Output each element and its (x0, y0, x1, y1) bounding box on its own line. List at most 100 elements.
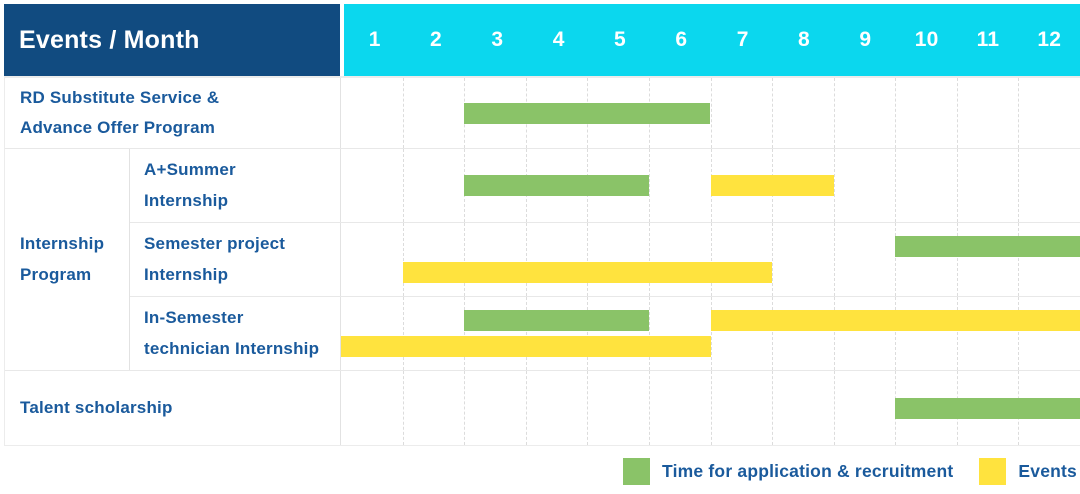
month-gridline (402, 297, 404, 370)
group-label-line: Internship (20, 234, 105, 254)
bar-lane (341, 310, 1080, 331)
bar-lane (341, 175, 1080, 196)
yellow-swatch-icon (979, 457, 1007, 485)
month-gridline (402, 149, 404, 222)
application-bar (464, 175, 649, 196)
month-label: 9 (859, 28, 872, 51)
row-label-line: Advance Offer Program (20, 118, 216, 137)
month-gridline (710, 223, 712, 296)
month-gridline (587, 297, 589, 370)
month-label: 6 (675, 28, 688, 51)
header-divider (340, 4, 344, 76)
month-gridline (833, 149, 835, 222)
month-label: 4 (552, 28, 565, 51)
month-label: 3 (491, 28, 504, 51)
bar-lane (341, 262, 1080, 283)
legend-label: Time for application & recruitment (662, 460, 954, 481)
event-bar (402, 262, 773, 283)
row-label-line: Semester project (144, 234, 286, 254)
application-bar (464, 310, 649, 331)
table-body: RD Substitute Service & Advance Offer Pr… (4, 76, 1080, 446)
table-row-a-summer: A+Summer Internship (130, 149, 1080, 223)
month-gridline (956, 149, 958, 222)
row-chart-area (341, 371, 1080, 445)
month-gridline (402, 371, 404, 445)
row-chart-area (341, 149, 1080, 222)
row-label: RD Substitute Service & Advance Offer Pr… (5, 78, 341, 148)
application-bar (895, 397, 1080, 419)
month-gridline (772, 371, 774, 445)
group-label: Internship Program (5, 149, 130, 370)
row-label-line: Internship (144, 264, 229, 284)
month-gridline (648, 223, 650, 296)
bar-lane (341, 397, 1080, 419)
month-gridline (1018, 297, 1020, 370)
month-gridline (956, 78, 958, 148)
schedule-table: Events / Month 1 2 3 4 5 6 7 8 9 10 11 12 RD Substi… (4, 4, 1080, 446)
legend-label: Events (1018, 460, 1077, 481)
row-label: Semester project Internship (130, 223, 341, 296)
month-gridline (833, 78, 835, 148)
month-gridline (895, 297, 897, 370)
legend-item-events: Events (979, 457, 1077, 485)
table-row-in-semester: In-Semester technician Internship (130, 297, 1080, 370)
month-gridline (648, 371, 650, 445)
month-gridline (956, 297, 958, 370)
table-row-talent-scholarship: Talent scholarship (5, 371, 1080, 445)
month-label: 12 (1037, 28, 1062, 51)
row-label-line: Internship (144, 190, 229, 210)
row-label: Talent scholarship (5, 371, 341, 445)
legend: Time for application & recruitment Event… (623, 456, 1077, 486)
month-gridline (1018, 78, 1020, 148)
event-bar (710, 175, 834, 196)
row-label-line: Talent scholarship (20, 397, 173, 417)
month-gridline (833, 223, 835, 296)
month-gridline (772, 78, 774, 148)
bar-lane (341, 336, 1080, 357)
month-gridline (772, 297, 774, 370)
table-row-semester-project: Semester project Internship (130, 223, 1080, 297)
row-chart-area (341, 223, 1080, 296)
month-gridline (464, 223, 466, 296)
month-gridline (402, 223, 404, 296)
internship-subrows: A+Summer Internship Semester project Int… (130, 149, 1080, 370)
row-label: A+Summer Internship (130, 149, 341, 222)
month-gridline (956, 223, 958, 296)
month-gridline (525, 297, 527, 370)
application-bar (895, 236, 1080, 257)
month-gridline (525, 223, 527, 296)
month-gridline (464, 371, 466, 445)
row-label: In-Semester technician Internship (130, 297, 341, 370)
month-gridline (895, 78, 897, 148)
month-gridline (833, 371, 835, 445)
month-gridline (648, 149, 650, 222)
month-gridline (895, 149, 897, 222)
month-header-strip: 1 2 3 4 5 6 7 8 9 10 11 12 (344, 4, 1080, 76)
event-bar (710, 310, 1080, 331)
month-gridline (587, 371, 589, 445)
month-gridline (710, 297, 712, 370)
month-gridline (710, 371, 712, 445)
legend-item-application: Time for application & recruitment (623, 457, 954, 485)
table-header: Events / Month 1 2 3 4 5 6 7 8 9 10 11 12 (4, 4, 1080, 76)
month-gridline (1018, 223, 1020, 296)
application-bar (464, 102, 711, 124)
month-gridline (587, 223, 589, 296)
month-label: 7 (736, 28, 749, 51)
internship-program-group: Internship Program A+Summer Internship S… (5, 149, 1080, 371)
events-month-header-cell: Events / Month (4, 4, 340, 76)
events-month-title: Events / Month (19, 25, 200, 54)
month-gridline (1018, 149, 1020, 222)
month-gridline (525, 371, 527, 445)
month-label: 5 (614, 28, 626, 51)
month-gridline (402, 78, 404, 148)
month-gridline (895, 223, 897, 296)
month-label: 11 (976, 28, 1000, 51)
month-gridline (464, 297, 466, 370)
month-gridline (648, 297, 650, 370)
row-label-line: technician Internship (144, 338, 320, 358)
bar-lane (341, 102, 1080, 124)
bar-lane (341, 236, 1080, 257)
row-chart-area (341, 78, 1080, 148)
